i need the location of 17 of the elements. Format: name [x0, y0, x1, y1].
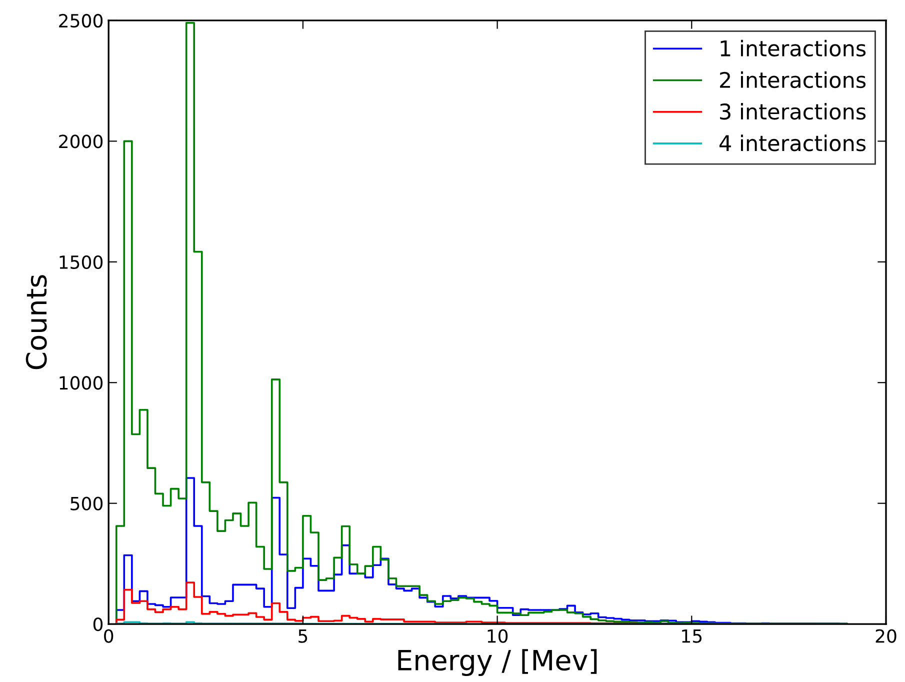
x-tick-label: 5	[298, 629, 308, 643]
x-axis-title: Energy / [Mev]	[398, 649, 597, 676]
x-tick-label: 15	[682, 629, 702, 643]
y-tick-label: 0	[93, 617, 103, 632]
x-tick-label: 20	[876, 629, 896, 643]
y-tick-label: 2000	[59, 134, 103, 148]
y-axis-title: Counts	[26, 275, 47, 370]
legend-label: 1 interactions	[720, 40, 866, 56]
x-tick-label: 10	[488, 629, 508, 643]
legend-label: 3 interactions	[720, 103, 866, 120]
x-tick-label: 0	[104, 629, 114, 643]
legend-label: 2 interactions	[720, 71, 866, 88]
legend-label: 4 interactions	[719, 134, 866, 152]
y-tick-label: 2500	[59, 14, 103, 28]
y-tick-label: 1500	[60, 255, 103, 270]
y-tick-label: 500	[70, 496, 103, 510]
y-tick-label: 1000	[60, 376, 103, 390]
